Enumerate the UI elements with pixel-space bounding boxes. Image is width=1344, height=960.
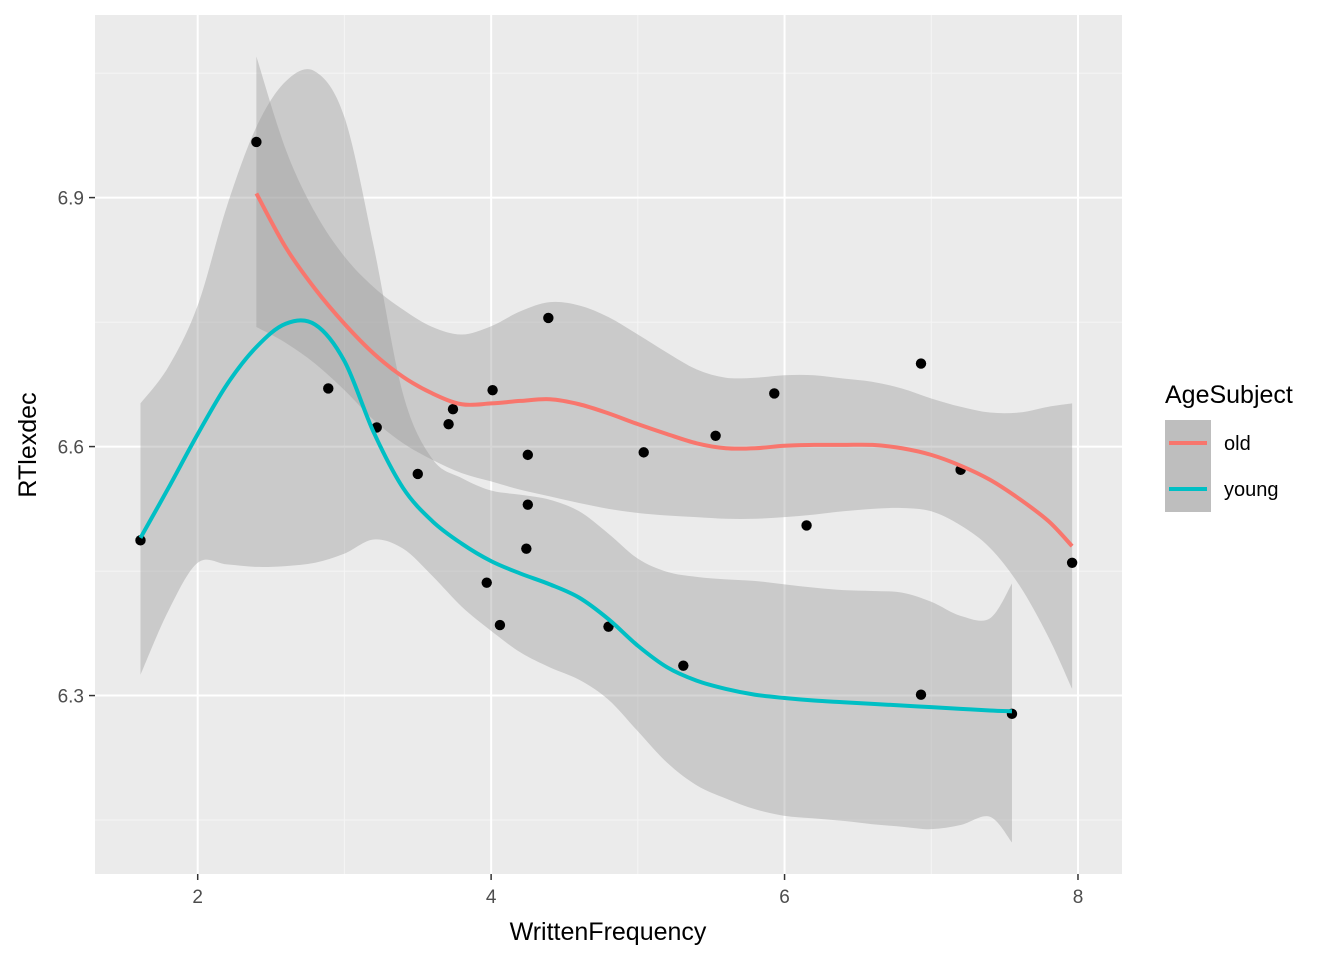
data-point [522, 499, 534, 510]
data-point [801, 520, 812, 531]
data-point [487, 384, 498, 396]
data-point [323, 383, 334, 394]
data-point [1066, 557, 1078, 568]
data-point [915, 358, 927, 369]
ci-band-young [140, 69, 1012, 843]
legend-label-young: young [1224, 479, 1279, 501]
y-tick-label: 6.6 [58, 438, 84, 459]
data-point [603, 621, 614, 632]
data-point [443, 418, 454, 430]
data-point [769, 388, 780, 399]
data-point [481, 577, 492, 588]
data-point [494, 619, 506, 631]
x-tick-label: 2 [192, 887, 203, 908]
data-point [710, 430, 721, 441]
x-tick-label: 4 [486, 887, 497, 908]
smooth-lines [138, 192, 1074, 714]
legend-title: AgeSubject [1165, 381, 1293, 409]
legend-label-old: old [1224, 433, 1251, 455]
legend-keys: old young [1165, 420, 1279, 512]
panel-background [95, 15, 1122, 874]
x-tick-label: 6 [779, 887, 790, 908]
x-axis-ticks: 2 4 6 8 [192, 874, 1083, 908]
data-point [915, 689, 927, 700]
data-point [412, 468, 423, 480]
y-tick-label: 6.9 [58, 189, 84, 210]
data-point [638, 447, 649, 458]
data-point [135, 535, 146, 546]
data-point [251, 136, 262, 148]
ci-band-old [256, 56, 1073, 689]
legend: AgeSubject old young [1165, 381, 1293, 512]
data-point [543, 312, 554, 324]
data-point [521, 543, 532, 554]
y-axis-ticks: 6.3 6.6 6.9 [58, 189, 95, 708]
confidence-bands [140, 56, 1073, 843]
smooth-line-young [138, 318, 1013, 714]
y-tick-label: 6.3 [58, 687, 84, 708]
data-point [447, 404, 459, 415]
data-point [522, 449, 534, 461]
data-point [678, 660, 689, 671]
grid-minor [95, 15, 1122, 874]
y-axis-title: RTlexdec [14, 392, 42, 497]
smooth-line-old [254, 192, 1074, 548]
data-points [135, 136, 1078, 720]
x-axis-title: WrittenFrequency [510, 918, 707, 946]
x-tick-label: 8 [1073, 887, 1084, 908]
